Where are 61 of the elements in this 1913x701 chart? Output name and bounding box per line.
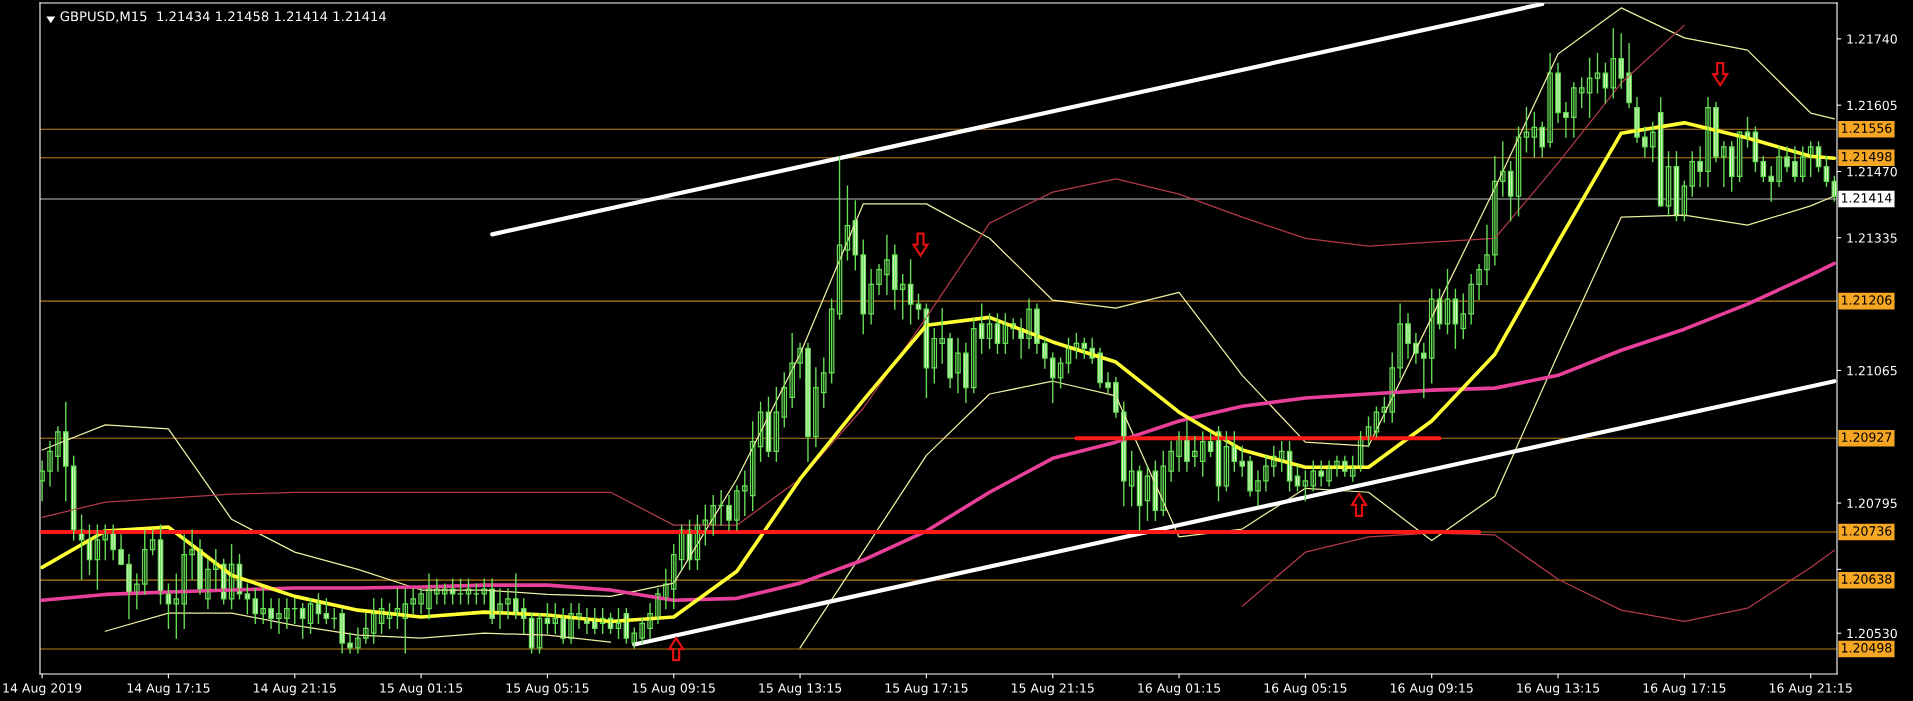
candlestick — [820, 357, 827, 408]
y-tick-label: 1.21335 — [1847, 233, 1897, 243]
x-tick-label: 15 Aug 09:15 — [632, 683, 715, 696]
y-tick-label: 1.21470 — [1847, 166, 1897, 177]
candlestick — [1460, 293, 1467, 340]
candlestick — [860, 239, 867, 335]
x-tick-label: 14 Aug 17:15 — [127, 683, 210, 696]
candlestick — [552, 603, 559, 634]
y-tick-label: 1.21605 — [1847, 100, 1897, 111]
candlestick — [1728, 141, 1735, 192]
y-tick-label: 1.21065 — [1847, 365, 1897, 376]
candlestick — [899, 273, 906, 320]
candlestick — [970, 318, 977, 394]
candlestick — [931, 327, 938, 384]
candlestick — [252, 588, 259, 625]
text: GBPUSD,M15 1.21434 1.21458 1.21414 1.21414 — [60, 11, 387, 23]
y-tick-label: 1.21740 — [1847, 34, 1897, 44]
candlestick — [1310, 460, 1317, 492]
ref-line-label: 1.21498 — [1841, 151, 1892, 162]
x-tick-label: 16 Aug 01:15 — [1138, 683, 1221, 696]
x-tick-label: 16 Aug 09:15 — [1390, 683, 1473, 696]
x-tick-label: 16 Aug 21:15 — [1769, 683, 1852, 696]
candlestick — [742, 470, 748, 517]
ref-line-label: 1.20498 — [1841, 643, 1892, 653]
x-tick-label: 16 Aug 05:15 — [1264, 683, 1347, 696]
candlestick — [1199, 431, 1206, 477]
candlestick — [1799, 146, 1806, 183]
ref-line-label: 1.20927 — [1841, 432, 1892, 442]
x-tick-label: 15 Aug 01:15 — [380, 683, 463, 696]
x-tick-label: 15 Aug 17:15 — [885, 683, 968, 696]
ref-line-label: 1.20638 — [1841, 574, 1892, 584]
candlestick — [1760, 156, 1767, 183]
line-series — [41, 7, 1835, 598]
x-tick-label: 16 Aug 13:15 — [1517, 683, 1600, 696]
x-tick-label: 15 Aug 05:15 — [506, 683, 589, 696]
candlestick — [1539, 121, 1546, 158]
candlestick — [1689, 151, 1696, 197]
candlestick — [1649, 121, 1656, 163]
ref-line-label: 1.20736 — [1841, 526, 1892, 536]
x-tick-label: 14 Aug 2019 — [3, 683, 82, 696]
ref-line-label: 1.21414 — [1841, 193, 1892, 203]
line-series — [41, 24, 1685, 526]
candlestick — [141, 529, 148, 595]
candlestick — [1239, 445, 1246, 477]
candlestick — [1049, 352, 1056, 404]
line-series — [1241, 532, 1835, 623]
y-tick-label: 1.20530 — [1847, 628, 1897, 639]
candlestick — [1768, 165, 1775, 202]
candlestick — [1610, 28, 1617, 99]
candlestick — [1081, 337, 1088, 359]
x-tick-label: 14 Aug 21:15 — [253, 683, 336, 696]
ref-line-label: 1.21556 — [1841, 123, 1892, 133]
y-tick-label: 1.20795 — [1847, 498, 1897, 508]
candlestick — [1578, 77, 1585, 109]
line-series — [40, 261, 1837, 603]
ref-line-label: 1.21206 — [1841, 295, 1892, 305]
candlestick — [473, 583, 480, 605]
x-tick-label: 15 Aug 13:15 — [759, 683, 842, 696]
candlestick — [457, 578, 464, 605]
x-tick-label: 15 Aug 21:15 — [1011, 683, 1094, 696]
x-tick-label: 16 Aug 17:15 — [1643, 683, 1726, 696]
